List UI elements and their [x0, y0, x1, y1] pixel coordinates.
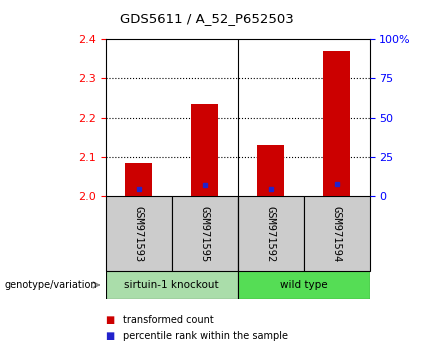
FancyBboxPatch shape [304, 196, 370, 271]
FancyBboxPatch shape [106, 271, 238, 299]
Text: genotype/variation: genotype/variation [4, 280, 97, 290]
FancyBboxPatch shape [238, 196, 304, 271]
Bar [257, 145, 284, 196]
Bar [191, 104, 218, 196]
Text: GSM971595: GSM971595 [200, 206, 209, 262]
FancyBboxPatch shape [238, 271, 370, 299]
Text: wild type: wild type [280, 280, 327, 290]
Text: transformed count: transformed count [123, 315, 214, 325]
Text: GDS5611 / A_52_P652503: GDS5611 / A_52_P652503 [120, 12, 293, 25]
Text: sirtuin-1 knockout: sirtuin-1 knockout [124, 280, 219, 290]
Text: GSM971592: GSM971592 [266, 206, 275, 262]
FancyBboxPatch shape [172, 196, 238, 271]
Bar [125, 163, 152, 196]
Text: ■: ■ [106, 331, 115, 341]
Bar [323, 51, 350, 196]
Text: GSM971593: GSM971593 [134, 206, 143, 262]
Text: ■: ■ [106, 315, 115, 325]
Text: GSM971594: GSM971594 [332, 206, 341, 262]
Text: percentile rank within the sample: percentile rank within the sample [123, 331, 288, 341]
FancyBboxPatch shape [106, 196, 172, 271]
